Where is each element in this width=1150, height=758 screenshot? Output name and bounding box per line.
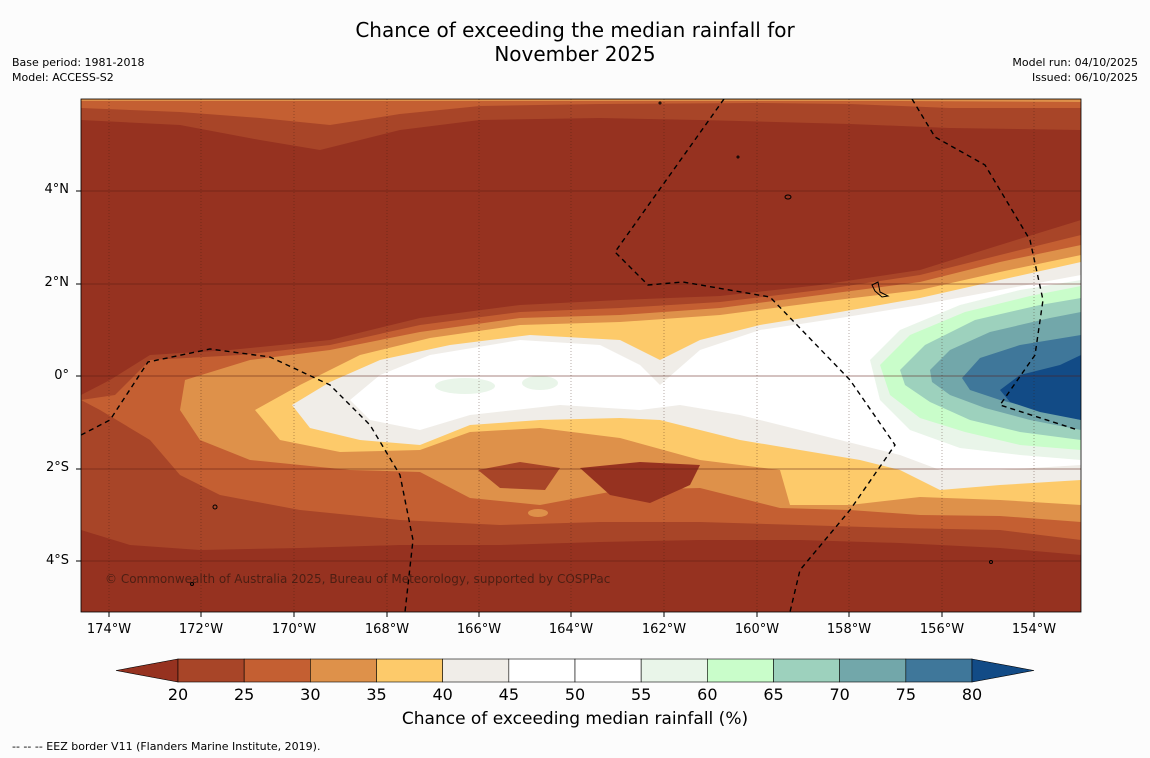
colorbar-segment bbox=[773, 658, 840, 683]
eez-borders bbox=[81, 99, 1079, 612]
title-line-2: November 2025 bbox=[494, 42, 656, 66]
colorbar-tick-label: 35 bbox=[366, 685, 387, 704]
colorbar-segment bbox=[442, 658, 510, 683]
colorbar-segment bbox=[243, 658, 311, 683]
graticule bbox=[81, 190, 1081, 562]
map-frame bbox=[80, 98, 1082, 613]
colorbar-extend-high bbox=[971, 658, 1035, 683]
colorbar-tick-label: 30 bbox=[300, 685, 321, 704]
north-band-30 bbox=[81, 99, 1081, 125]
map-title: Chance of exceeding the median rainfall … bbox=[0, 18, 1150, 66]
colorbar-tick-label: 25 bbox=[233, 685, 255, 704]
lon-label-160w: 160°W bbox=[734, 622, 780, 637]
green-patch-1 bbox=[435, 378, 495, 394]
colorbar-tick-label: 50 bbox=[564, 685, 586, 704]
colorbar-segment bbox=[376, 658, 443, 683]
colorbar-tick-label: 40 bbox=[432, 685, 453, 704]
dry-patch-south bbox=[580, 462, 700, 503]
colorbar-segment bbox=[640, 658, 708, 683]
colorbar-tick-label: 70 bbox=[829, 685, 850, 704]
base-period: Base period: 1981-2018 bbox=[12, 56, 145, 69]
lat-label-2n: 2°N bbox=[44, 275, 70, 290]
lat-label-2s: 2°S bbox=[45, 460, 69, 475]
colorbar-segment bbox=[310, 658, 377, 683]
colorbar-tick-label: 75 bbox=[895, 685, 916, 704]
colorbar-tick-label: 80 bbox=[961, 685, 983, 704]
colorbar-tick-label: 20 bbox=[167, 685, 189, 704]
lat-label-0: 0° bbox=[54, 368, 69, 383]
lon-label-162w: 162°W bbox=[641, 622, 687, 637]
lat-label-4s: 4°S bbox=[45, 553, 69, 568]
islands bbox=[190, 101, 993, 586]
lon-label-154w: 154°W bbox=[1011, 622, 1057, 637]
issued-date: Issued: 06/10/2025 bbox=[1031, 71, 1138, 84]
band-80-plus bbox=[1000, 355, 1081, 420]
colorbar-tick-label: 65 bbox=[763, 685, 784, 704]
green-patch-2 bbox=[522, 376, 558, 390]
lon-label-164w: 164°W bbox=[548, 622, 594, 637]
rainfall-field bbox=[81, 99, 1081, 612]
colorbar-title: Chance of exceeding median rainfall (%) bbox=[401, 709, 749, 729]
band-50 bbox=[350, 275, 1081, 470]
colorbar-segment bbox=[905, 658, 973, 683]
colorbar-extend-low bbox=[115, 658, 179, 683]
lon-label-158w: 158°W bbox=[826, 622, 872, 637]
tick-marks bbox=[76, 190, 1035, 617]
colorbar-tick-label: 45 bbox=[498, 685, 519, 704]
title-line-1: Chance of exceeding the median rainfall … bbox=[355, 18, 795, 42]
lon-label-156w: 156°W bbox=[919, 622, 965, 637]
lon-label-166w: 166°W bbox=[456, 622, 502, 637]
run-info: Model run: 04/10/2025 Issued: 06/10/2025 bbox=[1012, 55, 1138, 85]
colorbar-segment bbox=[839, 658, 907, 683]
colorbar-tick-label: 55 bbox=[630, 685, 652, 704]
colorbar bbox=[115, 658, 1035, 683]
lon-label-170w: 170°W bbox=[271, 622, 317, 637]
model-name: Model: ACCESS-S2 bbox=[12, 71, 114, 84]
colorbar-tick-label: 60 bbox=[697, 685, 718, 704]
eez-footnote: -- -- -- EEZ border V11 (Flanders Marine… bbox=[12, 740, 321, 753]
lon-label-174w: 174°W bbox=[86, 622, 132, 637]
base-info: Base period: 1981-2018 Model: ACCESS-S2 bbox=[12, 55, 144, 85]
model-run: Model run: 04/10/2025 bbox=[1012, 56, 1138, 69]
north-band-35 bbox=[81, 99, 1081, 102]
colorbar-segment bbox=[707, 658, 774, 683]
colorbar-segment bbox=[508, 658, 576, 683]
colorbar-segment bbox=[574, 658, 642, 683]
orange-spot bbox=[528, 509, 548, 517]
lon-label-172w: 172°W bbox=[178, 622, 224, 637]
lat-label-4n: 4°N bbox=[44, 182, 70, 197]
copyright-text: © Commonwealth of Australia 2025, Bureau… bbox=[105, 572, 610, 586]
lon-label-168w: 168°W bbox=[364, 622, 410, 637]
colorbar-segment bbox=[177, 658, 245, 683]
